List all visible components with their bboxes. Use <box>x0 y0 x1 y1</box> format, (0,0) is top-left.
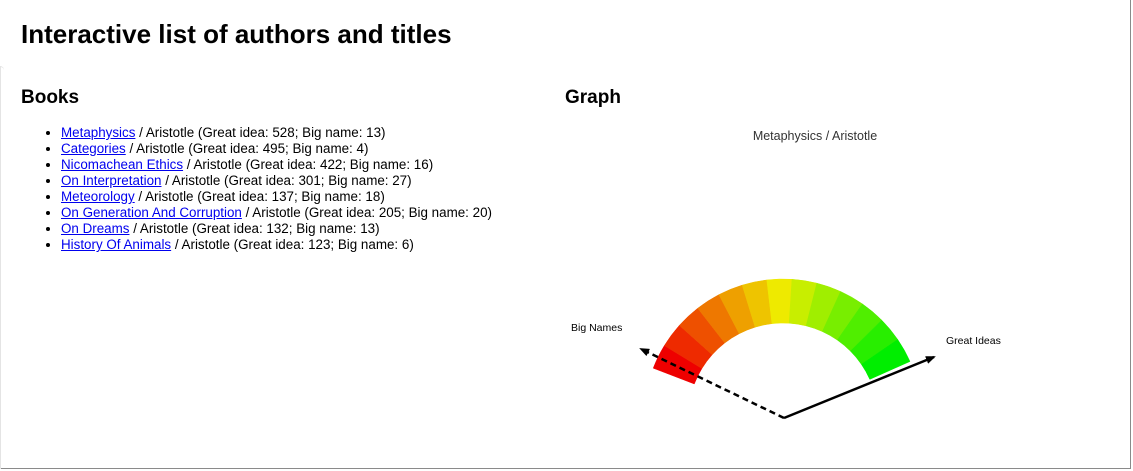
book-list-item: On Dreams / Aristotle (Great idea: 132; … <box>61 221 492 237</box>
gauge-segment <box>861 339 911 380</box>
book-title-link[interactable]: Nicomachean Ethics <box>61 157 184 172</box>
book-list-item: Nicomachean Ethics / Aristotle (Great id… <box>61 157 492 173</box>
great-ideas-label: Great Ideas <box>946 335 1001 347</box>
book-title-link[interactable]: On Dreams <box>61 221 130 236</box>
book-details: / Aristotle (Great idea: 528; Big name: … <box>135 125 386 140</box>
book-list-item: History Of Animals / Aristotle (Great id… <box>61 237 492 253</box>
gauge-arc <box>652 278 911 385</box>
great-ideas-axis <box>783 355 936 420</box>
book-details: / Aristotle (Great idea: 301; Big name: … <box>161 173 412 188</box>
book-list-item: On Interpretation / Aristotle (Great ide… <box>61 173 492 189</box>
book-title-link[interactable]: Meteorology <box>61 189 135 204</box>
book-details: / Aristotle (Great idea: 422; Big name: … <box>183 157 434 172</box>
graph-heading: Graph <box>565 87 621 108</box>
book-details: / Aristotle (Great idea: 132; Big name: … <box>129 221 380 236</box>
book-details: / Aristotle (Great idea: 123; Big name: … <box>171 237 414 252</box>
book-list-item: Meteorology / Aristotle (Great idea: 137… <box>61 189 492 205</box>
book-list-item: Categories / Aristotle (Great idea: 495;… <box>61 141 492 157</box>
book-title-link[interactable]: History Of Animals <box>61 237 172 252</box>
book-details: / Aristotle (Great idea: 205; Big name: … <box>241 205 492 220</box>
book-details: / Aristotle (Great idea: 137; Big name: … <box>134 189 385 204</box>
book-list-item: On Generation And Corruption / Aristotle… <box>61 205 492 221</box>
big-names-axis <box>639 347 785 420</box>
books-heading: Books <box>21 87 80 108</box>
panel-edge <box>0 66 4 469</box>
book-list-item: Metaphysics / Aristotle (Great idea: 528… <box>61 125 492 141</box>
big-names-label: Big Names <box>571 322 622 334</box>
page-title: Interactive list of authors and titles <box>21 19 452 49</box>
book-title-link[interactable]: Metaphysics <box>61 125 136 140</box>
book-list: Metaphysics / Aristotle (Great idea: 528… <box>21 125 492 253</box>
book-title-link[interactable]: On Interpretation <box>61 173 162 188</box>
chart-title: Metaphysics / Aristotle <box>753 129 877 143</box>
book-details: / Aristotle (Great idea: 495; Big name: … <box>125 141 369 156</box>
book-title-link[interactable]: Categories <box>61 141 126 156</box>
book-title-link[interactable]: On Generation And Corruption <box>61 205 242 220</box>
